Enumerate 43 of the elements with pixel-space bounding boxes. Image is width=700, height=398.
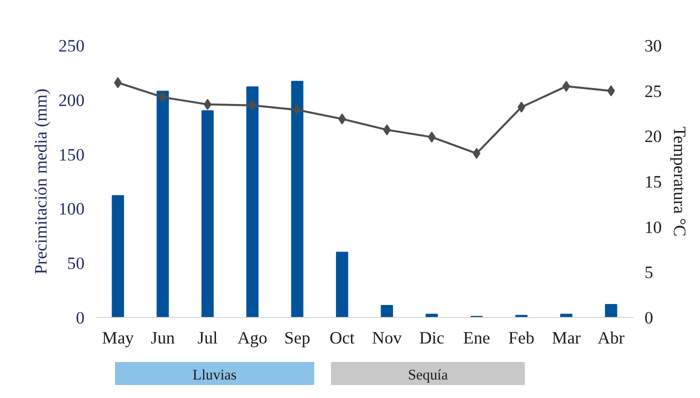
y-tick-label: 50 bbox=[67, 254, 84, 274]
x-tick-label: Feb bbox=[508, 328, 534, 348]
x-tick-label: Sep bbox=[284, 328, 310, 348]
point bbox=[158, 92, 167, 103]
text: Sequía bbox=[408, 368, 448, 384]
x-tick-label: Oct bbox=[330, 328, 355, 348]
y-tick-label: 200 bbox=[58, 90, 85, 110]
y2-tick-label: 0 bbox=[644, 308, 654, 328]
x-tick-label: Ago bbox=[237, 328, 268, 348]
x-tick-label: Jul bbox=[197, 328, 218, 348]
bar bbox=[246, 86, 259, 318]
x-tick-label: Abr bbox=[598, 328, 625, 348]
point bbox=[562, 80, 570, 92]
y-tick-label: 250 bbox=[58, 36, 85, 56]
y2-tick-label: 30 bbox=[644, 36, 662, 56]
y2-tick-label: 10 bbox=[644, 218, 662, 237]
bar bbox=[156, 90, 169, 318]
text: Lluvias bbox=[192, 368, 237, 384]
x-tick-label: Jun bbox=[150, 328, 176, 348]
y-axis-title: Precimitación media (mm) bbox=[32, 88, 51, 274]
bar bbox=[380, 305, 394, 318]
bar bbox=[336, 252, 348, 318]
y2-tick-label: 5 bbox=[644, 263, 654, 282]
y-tick-label: 150 bbox=[58, 145, 85, 164]
y-tick-label: 100 bbox=[58, 200, 85, 219]
x-tick-label: Nov bbox=[372, 328, 402, 348]
y2-tick-label: 25 bbox=[644, 82, 662, 101]
x-tick-label: May bbox=[102, 328, 134, 348]
x-tick-label: Mar bbox=[552, 328, 581, 348]
bar bbox=[560, 314, 572, 318]
y2-tick-label: 20 bbox=[644, 127, 662, 146]
y-tick-label: 0 bbox=[76, 308, 85, 328]
point bbox=[293, 104, 302, 116]
bar bbox=[604, 304, 618, 318]
bar bbox=[291, 80, 304, 318]
bar bbox=[112, 195, 124, 318]
x-tick-label: Ene bbox=[463, 328, 490, 348]
bar bbox=[201, 110, 214, 318]
point bbox=[428, 132, 436, 143]
x-tick-label: Dic bbox=[419, 328, 445, 348]
bar bbox=[426, 314, 438, 318]
y2-axis-title: Temperatura °C bbox=[670, 126, 689, 237]
y2-tick-label: 15 bbox=[644, 172, 662, 192]
